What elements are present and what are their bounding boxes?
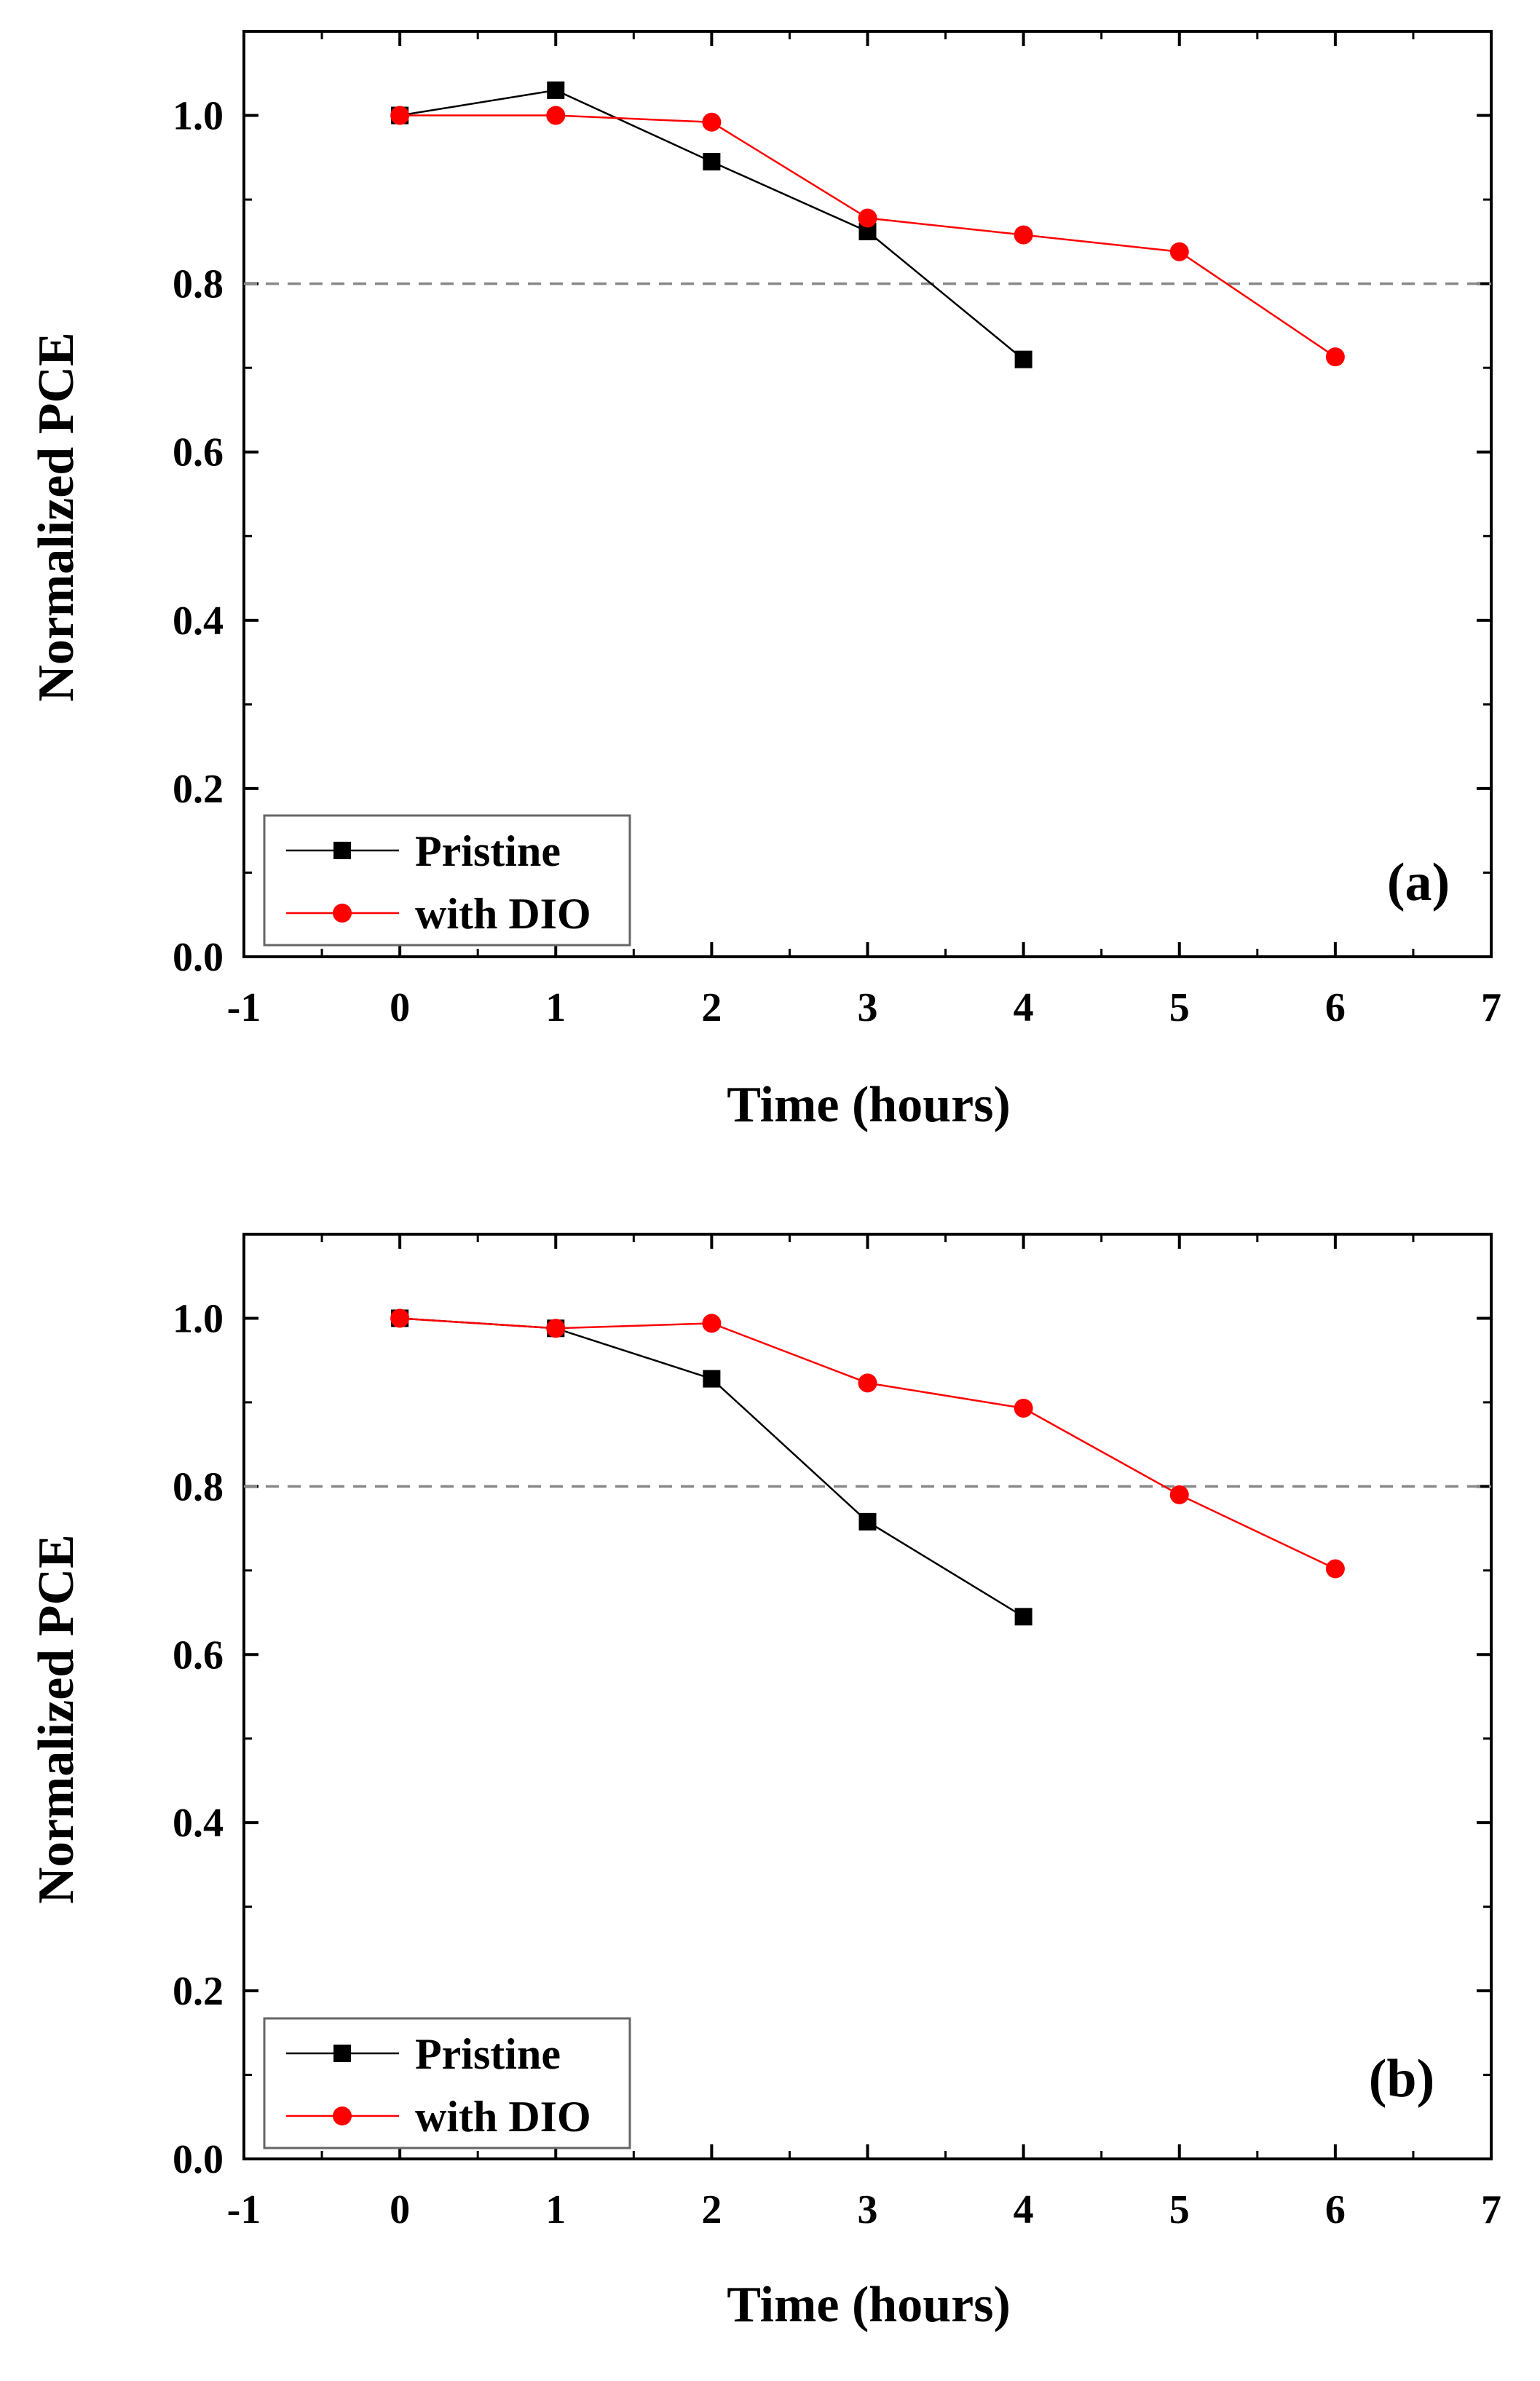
x-axis-title: Time (hours) [727,1077,1011,1133]
data-point-dio [1325,1559,1345,1579]
data-point-dio [1014,225,1033,245]
y-tick-label: 0.2 [173,1969,224,2014]
data-point-pristine [1014,350,1032,368]
legend-label: Pristine [415,2030,561,2078]
y-tick-label: 0.6 [173,430,224,475]
legend-marker-pristine [333,2045,351,2062]
legend-label: with DIO [415,2093,591,2141]
data-point-dio [858,208,877,228]
x-tick-label: 5 [1169,2187,1190,2232]
legend-label: Pristine [415,827,561,875]
y-tick-label: 0.4 [173,1801,224,1846]
x-tick-label: 6 [1325,985,1346,1030]
x-tick-label: 3 [858,2187,878,2232]
x-tick-label: -1 [227,2187,261,2232]
x-tick-label: 7 [1481,985,1501,1030]
data-point-dio [1014,1398,1033,1418]
chart-panel-b: Normalized PCE Time (hours) (b) -1 0 1 2 3 4 5… [28,1233,1501,2333]
y-tick-label: 0.2 [173,767,224,812]
x-tick-label: 6 [1325,2187,1346,2232]
data-point-dio [858,1373,877,1393]
y-tick-label: 0.0 [173,935,224,980]
x-tick-label: 7 [1481,2187,1501,2232]
x-tick-label: 0 [390,2187,410,2232]
y-tick-label: 0.4 [173,599,224,644]
x-tick-label: 2 [701,985,722,1030]
data-point-dio [1169,242,1189,261]
y-axis-title: Normalized PCE [28,1534,84,1903]
y-tick-label: 0.8 [173,1464,224,1509]
legend-box [263,814,631,947]
chart-panel-a: Normalized PCE Time (hours) (a) -1 0 1 2 3 4 5… [28,30,1501,1133]
data-point-dio [702,112,722,132]
y-tick-label: 1.0 [173,1296,224,1341]
y-tick-label: 0.0 [173,2137,224,2182]
x-tick-label: 0 [390,985,410,1030]
panel-label: (b) [1369,2049,1434,2109]
data-point-dio [702,1314,722,1333]
data-point-pristine [703,1370,721,1388]
data-point-dio [1325,347,1345,367]
x-tick-label: 1 [545,2187,566,2232]
y-tick-label: 0.8 [173,262,224,307]
x-axis-title: Time (hours) [727,2277,1011,2333]
data-point-pristine [547,81,565,99]
legend-marker-pristine [333,842,351,859]
data-point-pristine [703,153,721,171]
data-point-pristine [858,1512,877,1531]
data-point-dio [546,1319,566,1338]
panel-label: (a) [1387,853,1450,912]
x-tick-label: 5 [1169,985,1190,1030]
x-tick-label: -1 [227,985,261,1030]
data-point-dio [390,106,410,125]
data-point-dio [1169,1485,1189,1504]
legend-box [263,2017,631,2149]
x-tick-label: 3 [858,985,878,1030]
x-tick-label: 1 [545,985,566,1030]
y-tick-label: 1.0 [173,94,224,139]
data-point-dio [546,106,566,125]
data-point-dio [390,1308,410,1328]
data-point-pristine [1014,1608,1032,1626]
x-tick-label: 2 [701,2187,722,2232]
y-tick-label: 0.6 [173,1632,224,1678]
legend-marker-dio [333,2106,352,2125]
legend-label: with DIO [415,890,591,938]
y-axis-title: Normalized PCE [28,332,84,701]
legend-marker-dio [333,904,352,923]
x-tick-label: 4 [1014,985,1034,1030]
x-tick-label: 4 [1014,2187,1034,2232]
